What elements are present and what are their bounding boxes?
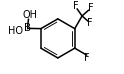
Text: F: F [87,18,93,28]
Text: F: F [73,1,78,11]
Text: F: F [84,53,90,63]
Text: HO: HO [8,26,23,36]
Text: B: B [24,23,31,33]
Text: OH: OH [23,10,38,20]
Text: F: F [88,3,93,13]
